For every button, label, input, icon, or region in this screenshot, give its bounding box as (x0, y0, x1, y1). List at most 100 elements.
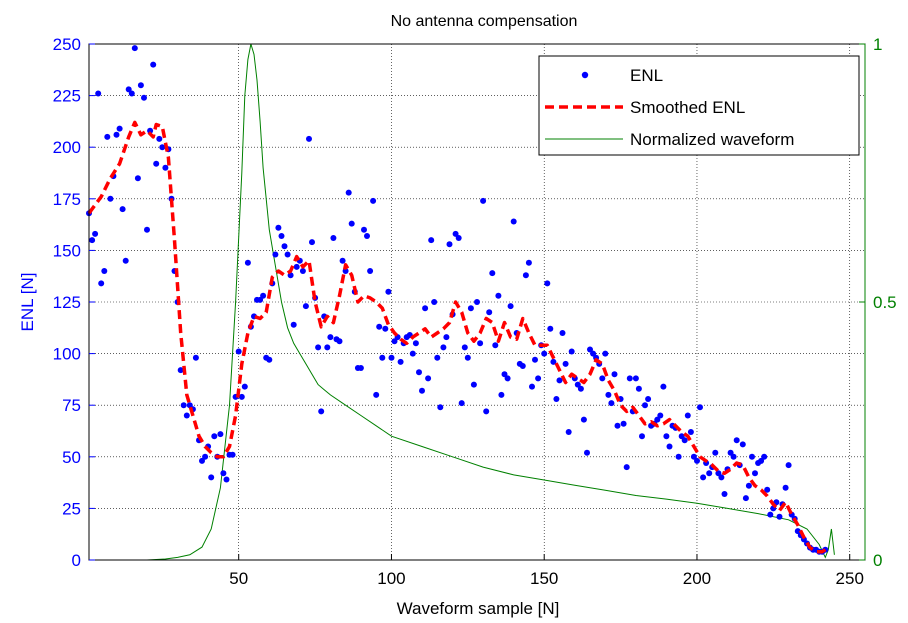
enl-point (706, 470, 713, 477)
enl-point (681, 437, 688, 444)
enl-point (489, 270, 496, 277)
enl-point (431, 299, 438, 305)
enl-point (379, 354, 386, 361)
enl-point (419, 387, 425, 394)
enl-point (422, 305, 429, 312)
enl-point (767, 511, 774, 518)
enl-point (758, 457, 765, 464)
enl-point (635, 385, 642, 392)
enl-point (241, 383, 248, 390)
enl-point (370, 197, 377, 204)
legend[interactable]: ENL Smoothed ENL Normalized waveform (538, 55, 860, 156)
enl-point (577, 385, 584, 392)
y-tick-label: 25 (62, 499, 81, 518)
enl-point (721, 491, 728, 497)
enl-point (388, 354, 395, 361)
enl-point (794, 528, 801, 535)
enl-point (687, 429, 694, 435)
enl-point (315, 344, 322, 351)
enl-point (522, 272, 529, 279)
enl-point (623, 464, 630, 471)
left-axis: 0 25 50 75 100 125 150 175 200 225 250 (53, 35, 95, 570)
enl-point (474, 299, 480, 305)
enl-point (290, 321, 297, 328)
enl-point (660, 383, 667, 390)
enl-point (464, 354, 471, 361)
enl-point (559, 330, 566, 336)
enl-point (580, 416, 587, 423)
enl-point (632, 375, 639, 382)
enl-point (492, 342, 499, 349)
enl-point (327, 334, 334, 341)
enl-point (675, 453, 682, 460)
enl-point (443, 334, 450, 341)
legend-label-smoothed: Smoothed ENL (630, 98, 745, 117)
enl-point (131, 45, 138, 52)
enl-point (238, 393, 245, 400)
enl-point (367, 268, 374, 274)
enl-point (529, 383, 535, 390)
enl-point (715, 470, 722, 477)
enl-point (357, 365, 364, 371)
enl-point (700, 474, 707, 481)
enl-point (626, 375, 633, 382)
enl-point (727, 449, 734, 456)
enl-point (137, 82, 144, 89)
y-tick-label: 150 (53, 241, 81, 260)
enl-point (348, 220, 355, 227)
right-axis: 00.51 (859, 35, 897, 570)
enl-point (156, 135, 163, 142)
enl-point (712, 449, 719, 456)
enl-series (86, 45, 829, 555)
enl-point (684, 412, 691, 419)
enl-point (776, 513, 783, 520)
enl-point (150, 61, 157, 68)
enl-point (299, 268, 306, 274)
enl-point (501, 371, 508, 378)
enl-point (608, 400, 615, 407)
y-tick-label: 250 (53, 35, 81, 54)
enl-point (550, 358, 557, 365)
enl-point (574, 381, 581, 388)
enl-point (177, 367, 184, 374)
enl-point (694, 457, 700, 464)
enl-point (480, 197, 487, 204)
enl-point (361, 226, 367, 233)
enl-point (284, 251, 291, 258)
enl-point (544, 280, 551, 287)
enl-point (764, 486, 771, 493)
enl-point (425, 375, 432, 382)
enl-point (125, 86, 132, 93)
enl-point (186, 402, 193, 409)
enl-point (752, 470, 758, 477)
enl-point (645, 396, 652, 402)
enl-point (584, 449, 590, 456)
enl-point (690, 453, 697, 460)
enl-point (113, 131, 120, 138)
enl-point (92, 230, 99, 237)
enl-point (697, 404, 703, 411)
enl-point (101, 268, 108, 274)
enl-point (782, 484, 789, 491)
y-tick-label: 175 (53, 190, 81, 209)
enl-point (306, 135, 312, 142)
enl-point (486, 309, 493, 316)
enl-point (452, 230, 459, 237)
enl-point (302, 303, 309, 310)
enl-point (739, 441, 746, 448)
enl-point (718, 474, 725, 481)
enl-point (162, 164, 169, 171)
enl-point (397, 358, 404, 365)
enl-point (605, 391, 612, 398)
enl-point (663, 433, 670, 440)
enl-point (498, 391, 505, 398)
x-tick-label: 100 (377, 569, 405, 588)
enl-point (761, 453, 768, 460)
x-tick-label: 250 (836, 569, 864, 588)
enl-point (382, 325, 389, 332)
enl-point (507, 303, 514, 310)
enl-point (532, 356, 538, 363)
enl-point (742, 495, 749, 502)
enl-point (749, 453, 755, 460)
